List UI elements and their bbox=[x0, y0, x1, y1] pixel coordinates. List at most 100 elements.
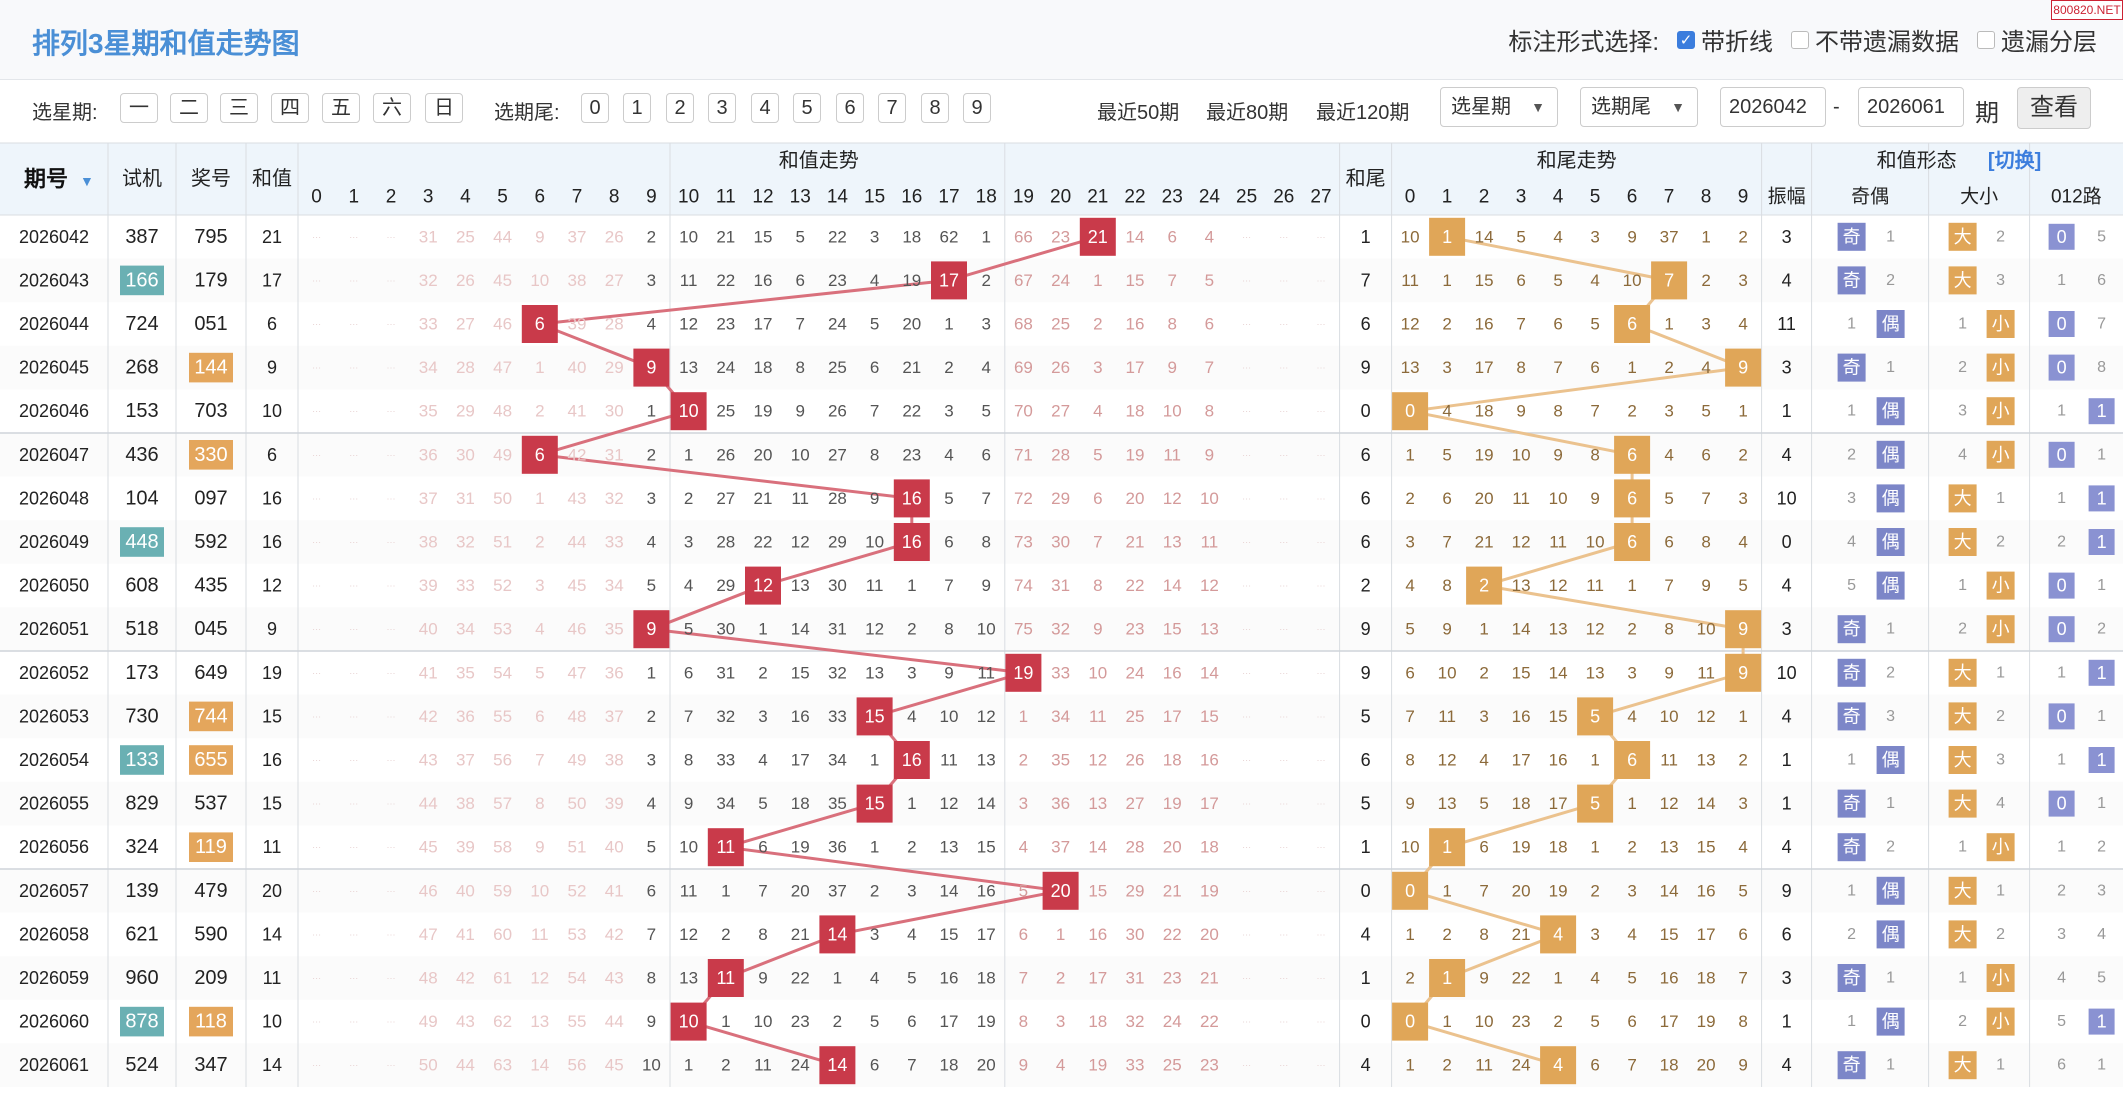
page-title: 排列3星期和值走势图 bbox=[32, 28, 300, 59]
big-small-miss: 4 bbox=[1996, 795, 2005, 812]
tail-button[interactable]: 5 bbox=[793, 93, 821, 123]
tail-marker-label: 1 bbox=[1442, 227, 1452, 247]
win-cell: 119 bbox=[195, 836, 227, 858]
sum-miss-cell: 8 bbox=[944, 620, 953, 639]
sum-miss-cell: 51 bbox=[568, 838, 587, 857]
tail-button[interactable]: 8 bbox=[921, 93, 949, 123]
sum-miss-cell: ··· bbox=[387, 929, 396, 939]
sum-miss-cell: 38 bbox=[605, 751, 624, 770]
switch-link[interactable]: [切换] bbox=[1988, 148, 2041, 172]
sum-miss-cell: ··· bbox=[312, 406, 321, 416]
tail-miss-cell: 9 bbox=[1479, 969, 1488, 988]
win-cell: 051 bbox=[194, 313, 227, 335]
tail-cell: 0 bbox=[1361, 1012, 1371, 1032]
sum-axis-label: 12 bbox=[752, 187, 773, 208]
route-miss: 1 bbox=[2057, 272, 2066, 289]
query-button[interactable]: 查看 bbox=[2017, 87, 2091, 129]
weekday-button[interactable]: 一 bbox=[120, 93, 158, 123]
sum-miss-cell: 16 bbox=[791, 707, 810, 726]
big-small-miss: 3 bbox=[1996, 272, 2005, 289]
tail-button[interactable]: 7 bbox=[878, 93, 906, 123]
tail-miss-cell: 8 bbox=[1516, 358, 1525, 377]
sum-miss-cell: 3 bbox=[1093, 358, 1102, 377]
tail-marker-label: 1 bbox=[1442, 837, 1452, 857]
sum-miss-cell: ··· bbox=[312, 1017, 321, 1027]
sum-miss-cell: 33 bbox=[456, 576, 475, 595]
sum-miss-cell: ··· bbox=[1279, 1060, 1288, 1070]
tail-marker bbox=[1392, 871, 1429, 910]
recent-80-link[interactable]: 最近80期 bbox=[1206, 102, 1289, 124]
sum-marker bbox=[893, 523, 930, 561]
sum-miss-cell: ··· bbox=[1279, 973, 1288, 983]
recent-120-link[interactable]: 最近120期 bbox=[1316, 102, 1410, 124]
tail-select[interactable]: 选期尾 ▼ bbox=[1580, 87, 1698, 127]
win-cell: 703 bbox=[194, 400, 227, 422]
win-cell: 179 bbox=[194, 269, 227, 291]
tail-miss-cell: 12 bbox=[1549, 576, 1568, 595]
tail-miss-cell: 5 bbox=[1553, 271, 1562, 290]
big-small-miss: 1 bbox=[1958, 316, 1967, 333]
sum-miss-cell: 19 bbox=[1126, 445, 1145, 464]
big-small-miss: 2 bbox=[1996, 926, 2005, 943]
sum-miss-cell: ··· bbox=[312, 624, 321, 634]
to-issue-input[interactable]: 2026061 bbox=[1858, 87, 1964, 127]
option-with-line[interactable]: ✓ 带折线 bbox=[1677, 22, 1773, 57]
tail-button[interactable]: 0 bbox=[581, 93, 609, 123]
tail-label: 选期尾: bbox=[494, 102, 560, 124]
tail-miss-cell: 13 bbox=[1512, 576, 1531, 595]
sum-miss-cell: ··· bbox=[1317, 406, 1326, 416]
table-row bbox=[0, 433, 2123, 477]
sum-miss-cell: 4 bbox=[870, 271, 879, 290]
odd-even-miss: 1 bbox=[1847, 752, 1856, 769]
checkbox-checked-icon[interactable]: ✓ bbox=[1677, 30, 1695, 49]
option-missing-layer[interactable]: 遗漏分层 bbox=[1977, 22, 2097, 57]
weekday-select[interactable]: 选星期 ▼ bbox=[1440, 87, 1558, 127]
sum-miss-cell: 24 bbox=[1126, 663, 1145, 682]
table-row bbox=[0, 1043, 2123, 1087]
tail-button[interactable]: 3 bbox=[708, 93, 736, 123]
option-no-missing[interactable]: 不带遗漏数据 bbox=[1791, 22, 1959, 57]
big-label: 大 bbox=[1954, 924, 1972, 944]
big-marker bbox=[1948, 920, 1977, 949]
tail-miss-cell: 24 bbox=[1512, 1056, 1531, 1075]
checkbox-icon[interactable] bbox=[1791, 30, 1809, 49]
tail-button[interactable]: 2 bbox=[666, 93, 694, 123]
big-label: 大 bbox=[1954, 270, 1972, 290]
weekday-button[interactable]: 六 bbox=[373, 93, 411, 123]
tail-button[interactable]: 6 bbox=[836, 93, 864, 123]
weekday-button[interactable]: 日 bbox=[425, 93, 463, 123]
sum-miss-cell: 9 bbox=[1205, 445, 1214, 464]
trial-cell: 878 bbox=[125, 1011, 158, 1033]
tail-button[interactable]: 9 bbox=[963, 93, 991, 123]
from-issue-input[interactable]: 2026042 bbox=[1720, 87, 1826, 127]
sum-miss-cell: ··· bbox=[1279, 668, 1288, 678]
sum-miss-cell: 24 bbox=[791, 1056, 810, 1075]
sum-miss-cell: 3 bbox=[647, 751, 656, 770]
weekday-button[interactable]: 四 bbox=[271, 93, 309, 123]
sum-miss-cell: 28 bbox=[456, 358, 475, 377]
tail-button[interactable]: 4 bbox=[751, 93, 779, 123]
big-label: 大 bbox=[1954, 488, 1972, 508]
sum-marker bbox=[1079, 217, 1116, 256]
checkbox-icon[interactable] bbox=[1977, 30, 1995, 49]
win-highlight bbox=[189, 440, 233, 470]
weekday-button[interactable]: 五 bbox=[322, 93, 360, 123]
sum-miss-cell: 7 bbox=[684, 707, 693, 726]
sort-desc-icon[interactable]: ▼ bbox=[80, 173, 94, 189]
trial-cell: 387 bbox=[125, 226, 158, 248]
tail-button[interactable]: 1 bbox=[623, 93, 651, 123]
amp-cell: 4 bbox=[1782, 706, 1792, 726]
weekday-button[interactable]: 三 bbox=[220, 93, 258, 123]
sum-miss-cell: ··· bbox=[1279, 929, 1288, 939]
sum-miss-cell: 1 bbox=[1056, 925, 1065, 944]
sum-miss-cell: 8 bbox=[870, 445, 879, 464]
trial-highlight bbox=[120, 1006, 164, 1037]
recent-50-link[interactable]: 最近50期 bbox=[1097, 102, 1180, 124]
weekday-button[interactable]: 二 bbox=[170, 93, 208, 123]
tail-cell: 6 bbox=[1361, 488, 1371, 508]
tail-axis-label: 4 bbox=[1553, 187, 1564, 208]
sum-miss-cell: 3 bbox=[684, 533, 693, 552]
sum-miss-cell: 26 bbox=[1126, 751, 1145, 770]
sum-marker bbox=[670, 392, 707, 431]
sum-miss-cell: 4 bbox=[535, 620, 544, 639]
